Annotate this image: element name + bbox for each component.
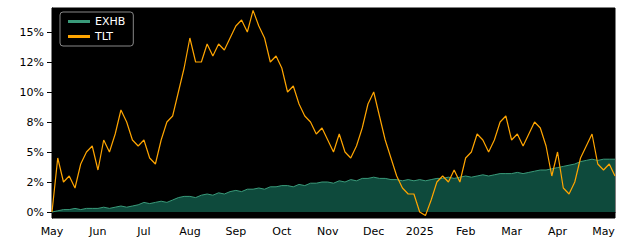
svg-text:0%: 0%: [27, 206, 44, 219]
svg-text:5%: 5%: [27, 146, 44, 159]
svg-text:Mar: Mar: [501, 225, 522, 238]
svg-text:12%: 12%: [20, 56, 44, 69]
svg-text:Jun: Jun: [88, 225, 106, 238]
svg-text:Nov: Nov: [317, 225, 339, 238]
svg-text:Aug: Aug: [179, 225, 200, 238]
svg-text:Apr: Apr: [548, 225, 568, 238]
svg-text:Oct: Oct: [272, 225, 292, 238]
svg-text:2%: 2%: [27, 176, 44, 189]
svg-text:Feb: Feb: [456, 225, 475, 238]
svg-text:Dec: Dec: [363, 225, 384, 238]
svg-text:May: May: [592, 225, 615, 238]
svg-text:Sep: Sep: [225, 225, 246, 238]
svg-text:2025: 2025: [406, 225, 434, 238]
svg-text:May: May: [41, 225, 64, 238]
svg-text:15%: 15%: [20, 26, 44, 39]
svg-text:TLT: TLT: [94, 30, 113, 43]
svg-text:Jul: Jul: [136, 225, 150, 238]
svg-text:8%: 8%: [27, 116, 44, 129]
svg-text:EXHB: EXHB: [95, 15, 125, 28]
svg-text:10%: 10%: [20, 86, 44, 99]
